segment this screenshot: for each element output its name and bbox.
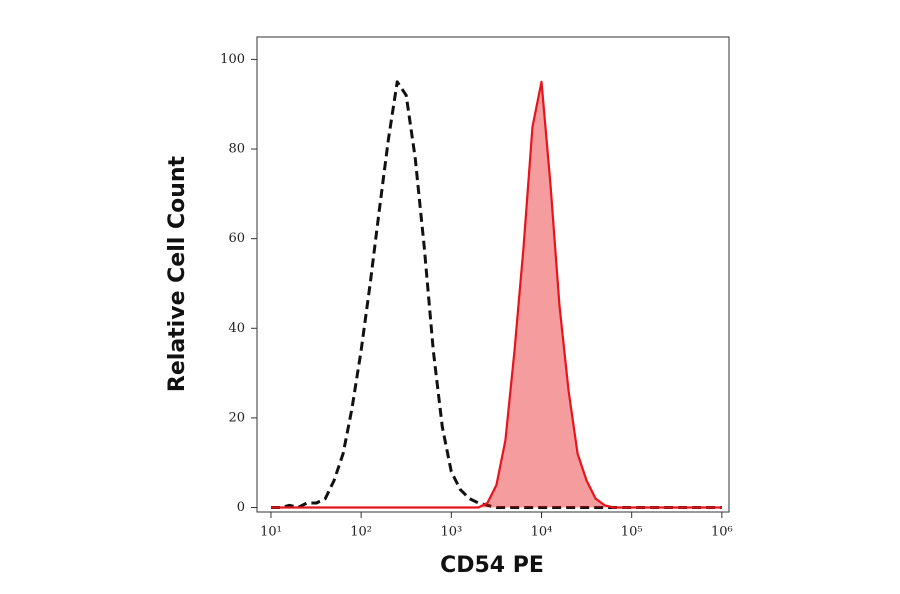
x-tick-label: 10¹ bbox=[260, 525, 282, 540]
series-area bbox=[270, 81, 722, 508]
x-tick-label: 10⁵ bbox=[621, 525, 643, 540]
y-tick-label: 60 bbox=[228, 231, 245, 246]
y-tick-label: 40 bbox=[228, 321, 245, 336]
x-tick-label: 10³ bbox=[440, 525, 462, 540]
x-tick-label: 10⁴ bbox=[531, 525, 553, 540]
x-tick-label: 10² bbox=[350, 525, 372, 540]
y-tick-label: 100 bbox=[220, 52, 245, 67]
series-line bbox=[271, 80, 722, 509]
y-tick-label: 0 bbox=[237, 500, 245, 515]
y-tick-label: 20 bbox=[228, 410, 245, 425]
x-axis-label: CD54 PE bbox=[440, 553, 544, 578]
plot-frame bbox=[256, 36, 730, 513]
x-tick-label: 10⁶ bbox=[711, 525, 733, 540]
y-axis-label: Relative Cell Count bbox=[165, 155, 190, 392]
y-tick-label: 80 bbox=[228, 142, 245, 157]
series-line bbox=[271, 80, 722, 509]
